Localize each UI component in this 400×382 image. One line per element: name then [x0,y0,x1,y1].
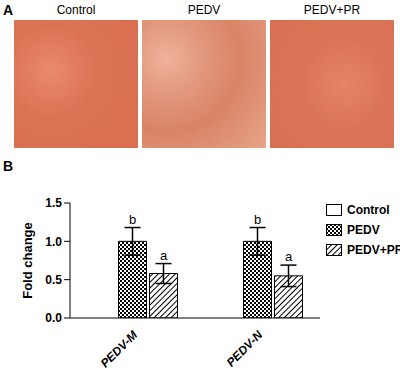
svg-text:a: a [160,248,168,263]
svg-text:PEDV-M: PEDV-M [98,327,141,370]
html-text:PEDV+PR: PEDV+PR [303,3,361,17]
html-text:B: B [3,158,14,174]
svg-text:1.0: 1.0 [45,235,62,249]
svg-text:PEDV-N: PEDV-N [224,328,266,370]
svg-text:a: a [285,249,293,264]
html-text:A: A [3,2,14,18]
html-text:PEDV: PEDV [187,3,221,17]
svg-text:0.0: 0.0 [45,311,62,325]
html-text:PEDV: PEDV [347,223,380,237]
html-text:Control: Control [56,3,96,17]
svg-text:Fold change: Fold change [20,222,35,299]
svg-text:1.5: 1.5 [45,196,62,210]
svg-text:b: b [129,212,136,227]
svg-text:b: b [254,212,261,227]
html-text:Control: Control [347,203,390,217]
svg-text:0.5: 0.5 [45,273,62,287]
